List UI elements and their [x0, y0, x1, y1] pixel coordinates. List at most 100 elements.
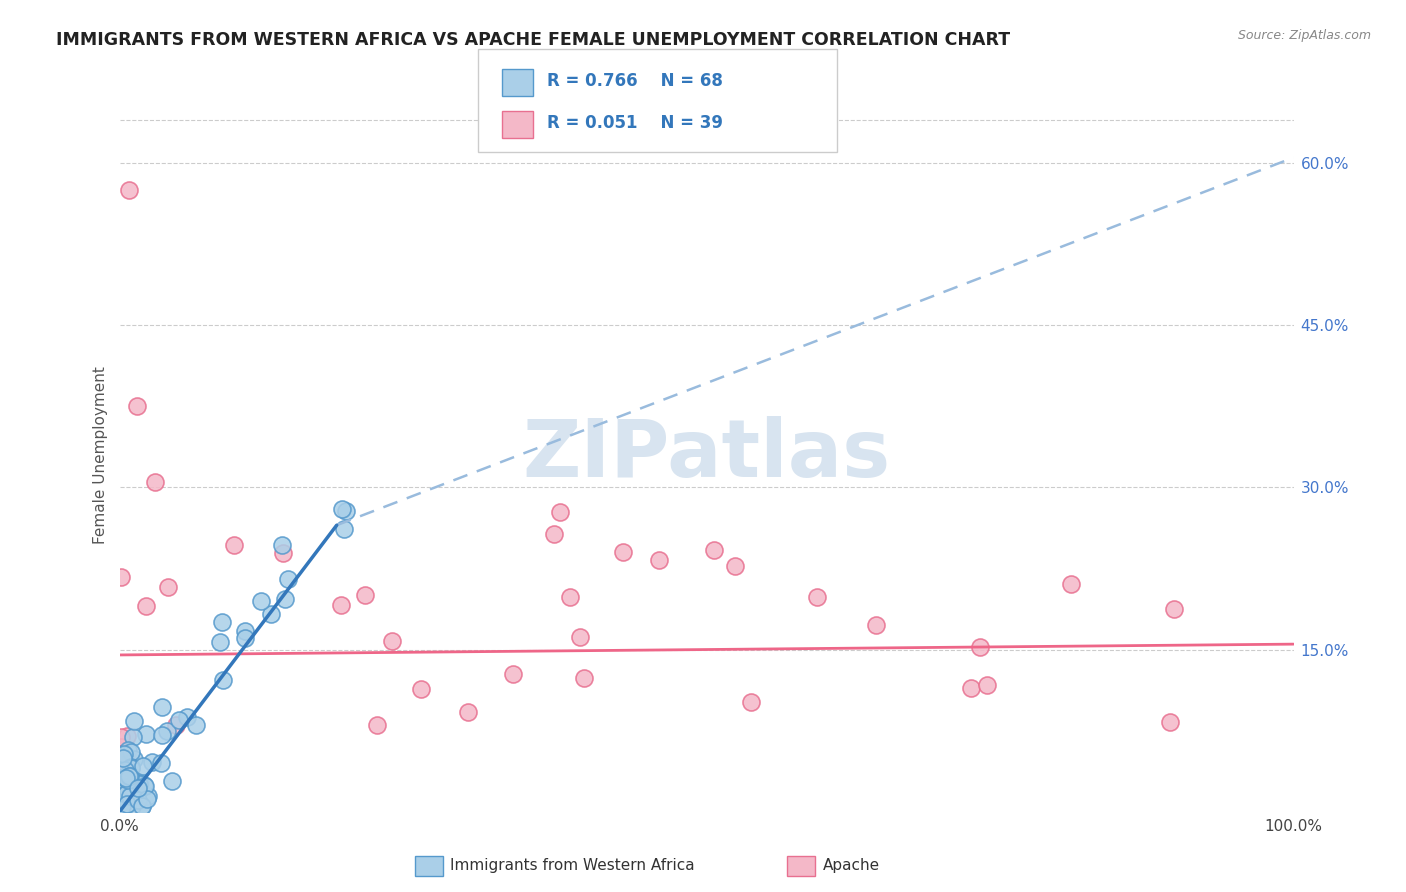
Point	[184, 718, 207, 732]
Point	[112, 747, 135, 762]
Point	[124, 714, 146, 728]
Point	[122, 731, 145, 745]
Point	[117, 742, 139, 756]
Point	[806, 591, 828, 605]
Point	[740, 695, 762, 709]
Point	[150, 700, 173, 714]
Point	[165, 718, 187, 732]
Text: Apache: Apache	[823, 858, 880, 872]
Point	[141, 755, 163, 769]
Point	[121, 789, 143, 803]
Point	[558, 590, 581, 604]
Point	[131, 799, 153, 814]
Point	[960, 681, 983, 696]
Point	[110, 739, 132, 754]
Point	[156, 724, 179, 739]
Point	[568, 630, 591, 644]
Point	[1163, 601, 1185, 615]
Point	[330, 502, 353, 516]
Point	[353, 589, 375, 603]
Point	[143, 475, 166, 489]
Point	[118, 790, 141, 805]
Point	[135, 599, 157, 613]
Point	[127, 399, 149, 413]
Point	[724, 558, 747, 573]
Point	[550, 505, 572, 519]
Point	[330, 598, 353, 612]
Point	[366, 718, 388, 732]
Text: ZIPatlas: ZIPatlas	[523, 416, 890, 494]
Point	[270, 537, 292, 551]
Point	[235, 631, 257, 645]
Point	[115, 729, 138, 743]
Point	[110, 570, 132, 584]
Point	[114, 799, 136, 814]
Point	[409, 682, 432, 697]
Point	[457, 705, 479, 719]
Point	[209, 635, 232, 649]
Point	[271, 545, 294, 559]
Point	[112, 770, 135, 784]
Point	[543, 526, 565, 541]
Point	[120, 769, 142, 783]
Point	[572, 671, 595, 685]
Point	[117, 773, 139, 788]
Point	[259, 607, 281, 621]
Point	[612, 545, 634, 559]
Y-axis label: Female Unemployment: Female Unemployment	[93, 366, 108, 544]
Point	[112, 747, 135, 762]
Point	[127, 781, 149, 796]
Point	[117, 768, 139, 782]
Point	[211, 615, 233, 630]
Point	[120, 789, 142, 804]
Text: Immigrants from Western Africa: Immigrants from Western Africa	[450, 858, 695, 872]
Point	[115, 797, 138, 811]
Point	[1159, 714, 1181, 729]
Point	[162, 773, 184, 788]
Point	[110, 731, 132, 745]
Point	[120, 760, 142, 774]
Point	[135, 792, 157, 806]
Text: R = 0.766    N = 68: R = 0.766 N = 68	[547, 71, 723, 90]
Point	[1059, 577, 1081, 591]
Point	[115, 787, 138, 801]
Point	[233, 624, 256, 638]
Point	[333, 522, 356, 536]
Point	[703, 543, 725, 558]
Point	[502, 666, 524, 681]
Point	[124, 778, 146, 792]
Point	[335, 503, 357, 517]
Point	[135, 727, 157, 741]
Point	[134, 779, 156, 793]
Point	[114, 763, 136, 777]
Point	[117, 784, 139, 798]
Point	[648, 553, 671, 567]
Point	[122, 752, 145, 766]
Point	[110, 795, 132, 809]
Point	[976, 678, 998, 692]
Point	[969, 640, 991, 654]
Point	[156, 580, 179, 594]
Point	[114, 771, 136, 785]
Point	[121, 782, 143, 797]
Point	[131, 799, 153, 814]
Point	[111, 762, 134, 776]
Point	[118, 183, 141, 197]
Point	[128, 776, 150, 790]
Point	[118, 769, 141, 783]
Point	[222, 538, 245, 552]
Point	[176, 710, 198, 724]
Point	[111, 799, 134, 814]
Point	[115, 750, 138, 764]
Point	[120, 745, 142, 759]
Point	[120, 761, 142, 775]
Point	[110, 772, 132, 787]
Text: Source: ZipAtlas.com: Source: ZipAtlas.com	[1237, 29, 1371, 42]
Point	[120, 786, 142, 800]
Point	[110, 799, 132, 814]
Point	[212, 673, 235, 687]
Point	[167, 714, 190, 728]
Point	[128, 777, 150, 791]
Point	[127, 793, 149, 807]
Point	[250, 594, 273, 608]
